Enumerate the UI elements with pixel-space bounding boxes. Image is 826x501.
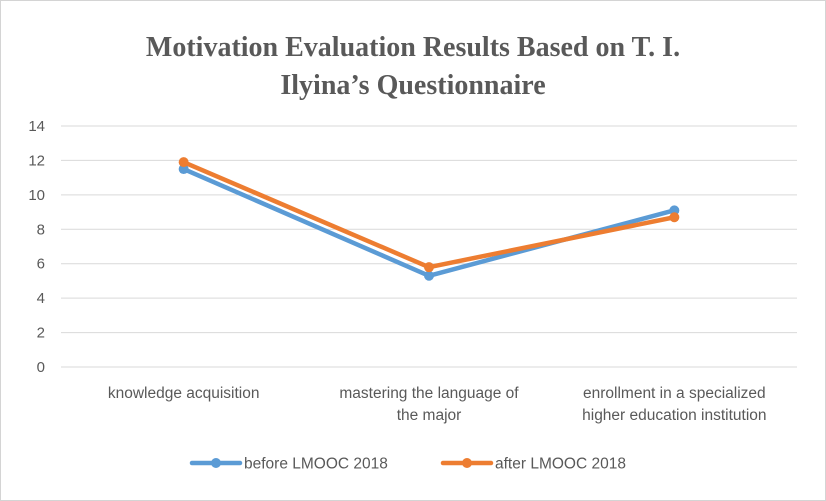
- data-point: [424, 262, 434, 273]
- data-point: [178, 157, 189, 168]
- legend-label: before LMOOC 2018: [244, 456, 388, 473]
- y-axis-ticks: 0 2 4 6 8 10 12 14: [28, 118, 45, 376]
- chart-title-line: Ilyina’s Questionnaire: [280, 70, 545, 101]
- series-line-1: [181, 166, 677, 279]
- legend-swatch-marker: [462, 458, 472, 468]
- data-point: [669, 212, 680, 223]
- chart-title: Motivation Evaluation Results Based on T…: [146, 32, 680, 101]
- y-tick-label: 14: [28, 118, 45, 135]
- legend-swatch-marker: [211, 458, 221, 468]
- y-tick-label: 10: [28, 187, 45, 204]
- x-category-label: knowledge acquisition: [108, 385, 260, 402]
- chart-title-line: Motivation Evaluation Results Based on T…: [146, 32, 680, 63]
- data-point: [669, 205, 680, 216]
- y-tick-label: 2: [37, 325, 45, 342]
- x-category-label: mastering the language of the major: [339, 385, 519, 424]
- y-tick-label: 8: [37, 221, 45, 238]
- gridlines: [61, 125, 797, 368]
- y-tick-label: 6: [37, 256, 45, 273]
- data-point: [424, 270, 434, 281]
- x-category-label: enrollment in a specialized higher educat…: [582, 385, 766, 424]
- series-layer: [178, 157, 680, 281]
- legend: before LMOOC 2018 after LMOOC 2018: [189, 456, 626, 473]
- x-axis-categories: knowledge acquisition mastering the langu…: [108, 385, 767, 424]
- series-line-2: [181, 159, 677, 270]
- y-tick-label: 12: [28, 152, 45, 169]
- y-tick-label: 4: [37, 290, 45, 307]
- y-tick-label: 0: [37, 359, 45, 376]
- legend-label: after LMOOC 2018: [495, 456, 626, 473]
- data-point: [178, 164, 189, 175]
